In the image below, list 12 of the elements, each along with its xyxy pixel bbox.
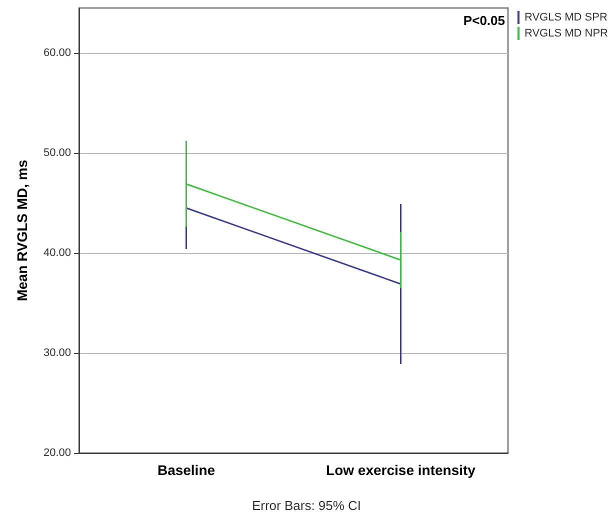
y-tick-label: 30.00 <box>43 347 71 359</box>
y-tick-label: 50.00 <box>43 147 71 159</box>
x-tick-label: Baseline <box>157 462 216 478</box>
y-tick-label: 40.00 <box>43 247 71 259</box>
y-axis-title: Mean RVGLS MD, ms <box>14 160 30 302</box>
legend-label: RVGLS MD NPR <box>524 28 608 40</box>
x-tick-label: Low exercise intensity <box>326 462 476 478</box>
annotation: P<0.05 <box>463 13 506 28</box>
y-tick-label: 60.00 <box>43 47 71 59</box>
legend-label: RVGLS MD SPR <box>524 12 608 24</box>
text: Error Bars: 95% CI <box>252 498 362 513</box>
y-tick-label: 20.00 <box>43 447 71 459</box>
